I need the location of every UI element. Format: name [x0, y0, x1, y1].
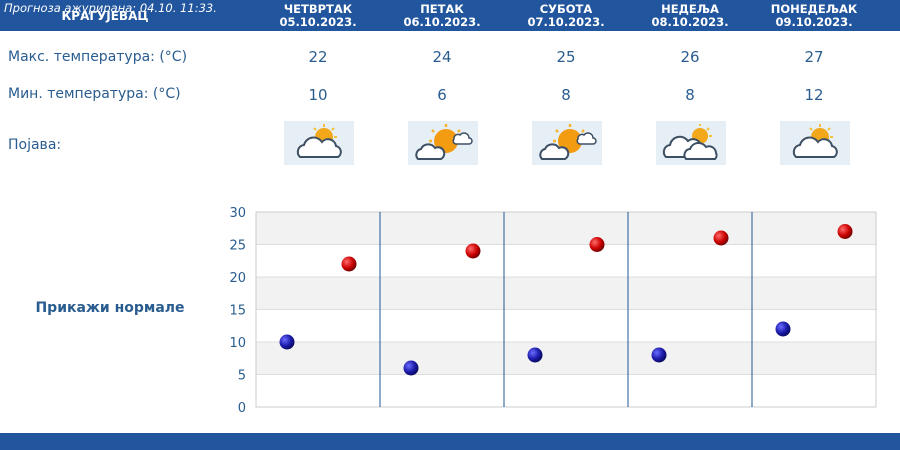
- day-name: ПЕТАК: [420, 2, 464, 16]
- cloudy-with-sun-icon: [656, 121, 726, 165]
- y-tick-label: 0: [238, 401, 246, 416]
- sun-behind-cloud-icon: [780, 121, 850, 165]
- max-temp-value: 27: [804, 48, 824, 66]
- min-temp-value: 6: [437, 86, 447, 104]
- min-temp-point: [651, 347, 667, 363]
- chart-band: [256, 342, 876, 375]
- day-name: ЧЕТВРТАК: [283, 2, 353, 16]
- day-name: ПОНЕДЕЉАК: [770, 2, 858, 16]
- day-date: 05.10.2023.: [279, 15, 357, 29]
- max-temp-point: [341, 256, 357, 272]
- day-date: 09.10.2023.: [775, 15, 853, 29]
- min-temp-value: 8: [685, 86, 695, 104]
- day-name: СУБОТА: [539, 2, 593, 16]
- show-normals-link[interactable]: Прикажи нормале: [35, 300, 185, 316]
- min-temp-point: [775, 321, 791, 337]
- min-temp-point: [279, 334, 295, 350]
- chart-band: [256, 244, 876, 277]
- max-temp-value: 22: [308, 48, 328, 66]
- day-date: 08.10.2023.: [651, 15, 729, 29]
- plot-border: [255, 211, 877, 408]
- y-tick-label: 20: [229, 271, 246, 286]
- y-tick-label: 10: [229, 336, 246, 351]
- chart-band: [256, 277, 876, 310]
- y-tick-label: 30: [229, 206, 246, 221]
- min-temp-point: [527, 347, 543, 363]
- chart-band: [256, 212, 876, 245]
- chart-band: [256, 374, 876, 407]
- day-header-5: ПОНЕДЕЉАК 09.10.2023.: [752, 0, 876, 31]
- city-name: КРАГУЈЕВАЦ: [61, 8, 149, 23]
- day-name: НЕДЕЉА: [661, 2, 719, 16]
- min-temp-value: 10: [308, 86, 328, 104]
- day-date: 07.10.2023.: [527, 15, 605, 29]
- sun-behind-cloud-icon: [284, 121, 354, 165]
- max-temp-point: [465, 243, 481, 259]
- max-temp-label: Макс. температура: (°C): [8, 49, 188, 65]
- max-temp-point: [589, 237, 605, 252]
- partly-sunny-icon: [532, 121, 602, 165]
- day-header-1: ЧЕТВРТАК 05.10.2023.: [256, 0, 380, 31]
- min-temp-value: 12: [804, 86, 824, 104]
- forecast-updated-text: Прогноза ажурирана: 04.10. 11:33.: [4, 1, 217, 15]
- min-temp-point: [403, 360, 419, 376]
- max-temp-point: [713, 230, 729, 246]
- day-header-4: НЕДЕЉА 08.10.2023.: [628, 0, 752, 31]
- max-temp-value: 25: [556, 48, 576, 66]
- max-temp-value: 26: [680, 48, 700, 66]
- phenomenon-label: Појава:: [8, 137, 62, 153]
- footer-bar: [0, 433, 900, 450]
- min-temp-value: 8: [561, 86, 571, 104]
- y-tick-label: 25: [229, 239, 246, 254]
- chart-band: [256, 309, 876, 342]
- min-temp-label: Мин. температура: (°C): [8, 86, 181, 102]
- y-tick-label: 15: [229, 304, 246, 319]
- max-temp-point: [837, 224, 853, 239]
- day-header-3: СУБОТА 07.10.2023.: [504, 0, 628, 31]
- y-tick-label: 5: [238, 369, 246, 384]
- partly-sunny-icon: [408, 121, 478, 165]
- day-header-2: ПЕТАК 06.10.2023.: [380, 0, 504, 31]
- max-temp-value: 24: [432, 48, 452, 66]
- forecast-header-bar: [0, 0, 900, 31]
- day-date: 06.10.2023.: [403, 15, 481, 29]
